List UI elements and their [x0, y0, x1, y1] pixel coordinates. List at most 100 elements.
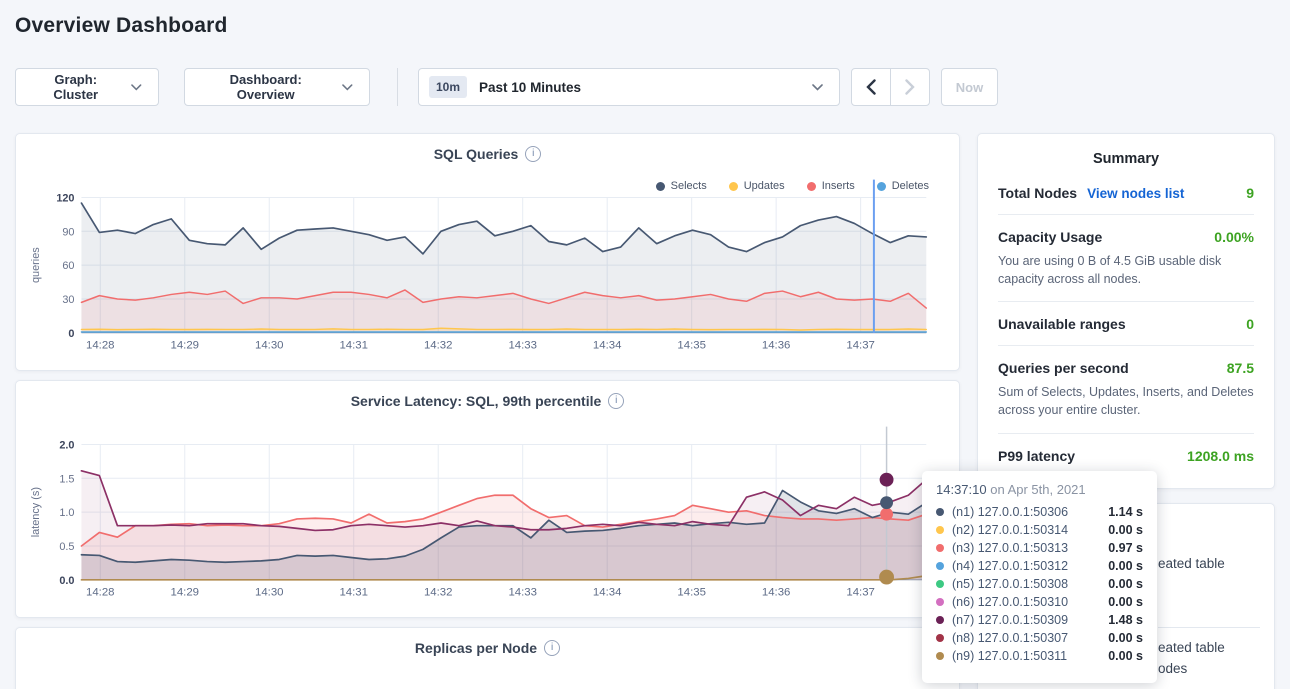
- svg-text:2.0: 2.0: [59, 439, 74, 451]
- svg-text:0.0: 0.0: [59, 575, 74, 587]
- tooltip-timestamp: 14:37:10 on Apr 5th, 2021: [936, 482, 1143, 497]
- node-latency-value: 0.97 s: [1108, 541, 1143, 555]
- svg-text:14:35: 14:35: [677, 340, 706, 352]
- svg-text:14:31: 14:31: [339, 587, 368, 599]
- chevron-left-icon: [866, 79, 876, 95]
- info-icon[interactable]: i: [544, 640, 560, 656]
- svg-text:60: 60: [62, 260, 74, 272]
- node-address: (n4) 127.0.0.1:50312: [952, 559, 1068, 573]
- tooltip-node-row: (n7) 127.0.0.1:50309 1.48 s: [936, 611, 1143, 629]
- time-step-buttons: [851, 68, 930, 106]
- node-color-dot: [936, 508, 944, 516]
- chart-hover-tooltip: 14:37:10 on Apr 5th, 2021 (n1) 127.0.0.1…: [922, 471, 1157, 683]
- svg-text:14:28: 14:28: [86, 587, 115, 599]
- svg-text:14:30: 14:30: [255, 587, 284, 599]
- node-latency-value: 0.00 s: [1108, 559, 1143, 573]
- svg-text:120: 120: [56, 192, 74, 204]
- svg-text:14:32: 14:32: [424, 340, 453, 352]
- summary-title: Summary: [978, 134, 1274, 171]
- tooltip-node-row: (n5) 127.0.0.1:50308 0.00 s: [936, 575, 1143, 593]
- controls-bar: Graph: Cluster Dashboard: Overview 10m P…: [0, 68, 1290, 106]
- overview-dashboard-page: Overview Dashboard Graph: Cluster Dashbo…: [0, 0, 1290, 689]
- svg-text:14:37: 14:37: [846, 587, 875, 599]
- node-color-dot: [936, 526, 944, 534]
- node-color-dot: [936, 598, 944, 606]
- summary-row-description: You are using 0 B of 4.5 GiB usable disk…: [998, 252, 1254, 288]
- node-latency-value: 0.00 s: [1108, 577, 1143, 591]
- sql-queries-chart-card: SQL Queries i SelectsUpdatesInsertsDelet…: [15, 133, 960, 371]
- tooltip-node-row: (n2) 127.0.0.1:50314 0.00 s: [936, 521, 1143, 539]
- service-latency-chart[interactable]: 14:2814:2914:3014:3114:3214:3314:3414:35…: [16, 381, 959, 617]
- svg-text:14:35: 14:35: [677, 587, 706, 599]
- tooltip-node-row: (n1) 127.0.0.1:503061.14 s: [936, 503, 1143, 521]
- svg-text:queries: queries: [30, 247, 42, 283]
- tooltip-node-row: (n4) 127.0.0.1:50312 0.00 s: [936, 557, 1143, 575]
- event-item-text[interactable]: eated table: [1158, 556, 1225, 571]
- node-address: (n2) 127.0.0.1:50314: [952, 523, 1068, 537]
- node-color-dot: [936, 580, 944, 588]
- time-range-badge: 10m: [429, 76, 467, 98]
- svg-text:1.0: 1.0: [59, 507, 74, 519]
- summary-row-value: 9: [1246, 185, 1254, 201]
- page-title: Overview Dashboard: [15, 14, 228, 38]
- node-address: (n6) 127.0.0.1:50310: [952, 595, 1068, 609]
- dashboard-dropdown[interactable]: Dashboard: Overview: [184, 68, 370, 106]
- event-item-text[interactable]: odes: [1158, 661, 1187, 676]
- summary-row-value: 87.5: [1227, 360, 1254, 376]
- graph-dropdown-label: Graph: Cluster: [32, 72, 119, 102]
- svg-text:14:29: 14:29: [171, 340, 200, 352]
- svg-text:14:34: 14:34: [593, 340, 622, 352]
- node-address: (n7) 127.0.0.1:50309: [952, 613, 1068, 627]
- svg-text:14:37: 14:37: [846, 340, 875, 352]
- tooltip-node-row: (n6) 127.0.0.1:50310 0.00 s: [936, 593, 1143, 611]
- summary-row: Total Nodes View nodes list 9: [998, 171, 1254, 215]
- node-latency-value: 0.00 s: [1108, 523, 1143, 537]
- svg-text:latency (s): latency (s): [30, 487, 42, 537]
- svg-text:14:29: 14:29: [171, 587, 200, 599]
- svg-text:0: 0: [68, 328, 74, 340]
- dashboard-dropdown-label: Dashboard: Overview: [201, 72, 330, 102]
- chevron-down-icon: [812, 84, 823, 91]
- svg-text:14:36: 14:36: [762, 587, 791, 599]
- event-item-text[interactable]: eated table: [1158, 640, 1225, 655]
- service-latency-chart-card: Service Latency: SQL, 99th percentile i …: [15, 380, 960, 618]
- svg-text:14:28: 14:28: [86, 340, 115, 352]
- node-address: (n3) 127.0.0.1:50313: [952, 541, 1068, 555]
- node-address: (n1) 127.0.0.1:50306: [952, 505, 1068, 519]
- svg-text:30: 30: [62, 294, 74, 306]
- summary-row: Queries per second87.5Sum of Selects, Up…: [998, 346, 1254, 433]
- summary-row-label: Total Nodes: [998, 185, 1077, 201]
- time-next-button[interactable]: [890, 68, 930, 106]
- tooltip-node-row: (n8) 127.0.0.1:503070.00 s: [936, 629, 1143, 647]
- tooltip-node-row: (n3) 127.0.0.1:50313 0.97 s: [936, 539, 1143, 557]
- svg-text:1.5: 1.5: [59, 473, 74, 485]
- summary-row-label: Capacity Usage: [998, 229, 1102, 245]
- svg-text:14:32: 14:32: [424, 587, 453, 599]
- summary-row-value: 0.00%: [1214, 229, 1254, 245]
- graph-dropdown[interactable]: Graph: Cluster: [15, 68, 159, 106]
- controls-divider: [397, 68, 398, 106]
- summary-row-value: 0: [1246, 316, 1254, 332]
- replicas-per-node-chart-title: Replicas per Node: [415, 640, 537, 656]
- node-color-dot: [936, 544, 944, 552]
- sql-queries-chart[interactable]: 14:2814:2914:3014:3114:3214:3314:3414:35…: [16, 134, 959, 370]
- node-latency-value: 0.00 s: [1108, 649, 1143, 663]
- view-nodes-list-link[interactable]: View nodes list: [1087, 186, 1184, 201]
- chevron-down-icon: [342, 84, 353, 91]
- svg-text:14:31: 14:31: [339, 340, 368, 352]
- summary-row-label: P99 latency: [998, 448, 1075, 464]
- node-color-dot: [936, 652, 944, 660]
- node-latency-value: 0.00 s: [1108, 595, 1143, 609]
- time-prev-button[interactable]: [851, 68, 891, 106]
- svg-text:14:36: 14:36: [762, 340, 791, 352]
- summary-row: Unavailable ranges0: [998, 302, 1254, 346]
- node-latency-value: 1.48 s: [1108, 613, 1143, 627]
- svg-text:0.5: 0.5: [59, 541, 74, 553]
- summary-row: Capacity Usage 0.00% You are using 0 B of …: [998, 215, 1254, 302]
- node-address: (n5) 127.0.0.1:50308: [952, 577, 1068, 591]
- time-range-dropdown[interactable]: 10m Past 10 Minutes: [418, 68, 840, 106]
- now-button[interactable]: Now: [941, 68, 998, 106]
- node-color-dot: [936, 616, 944, 624]
- summary-row-label: Queries per second: [998, 360, 1129, 376]
- summary-panel: Summary Total Nodes View nodes list 9 Capac…: [977, 133, 1275, 489]
